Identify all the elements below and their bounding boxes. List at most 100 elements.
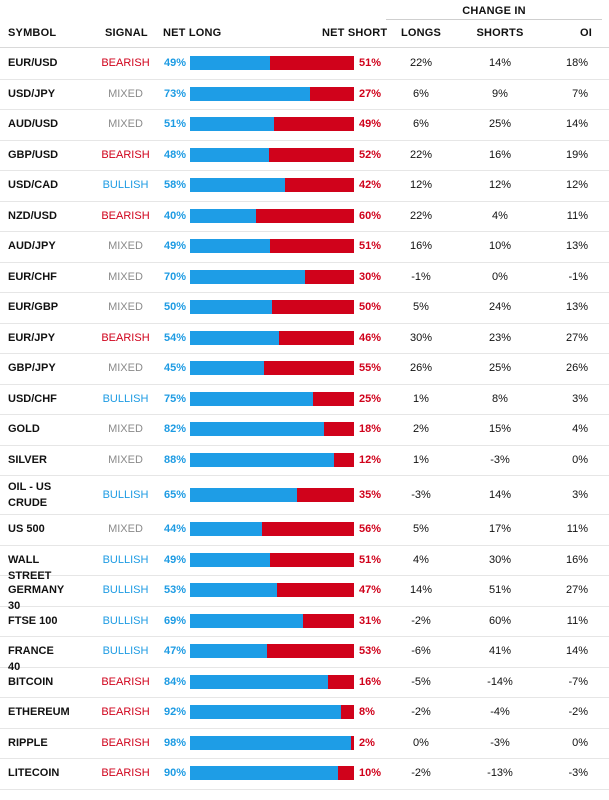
symbol-link[interactable]: AUD/USD bbox=[8, 118, 59, 131]
symbol-link[interactable]: SILVER bbox=[8, 453, 47, 466]
header-oi[interactable]: OI bbox=[579, 27, 592, 39]
net-long-fill bbox=[190, 147, 269, 162]
table-row[interactable]: WALL STREET BULLISH 49% 51% 4% 30% 16% bbox=[0, 545, 609, 582]
symbol-link[interactable]: EUR/GBP bbox=[8, 301, 59, 314]
table-row[interactable]: EUR/JPY BEARISH 54% 46% 30% 23% 27% bbox=[0, 323, 609, 354]
symbol-link[interactable]: NZD/USD bbox=[8, 209, 57, 222]
net-long-fill bbox=[190, 361, 264, 376]
net-long-value: 65% bbox=[163, 488, 186, 501]
net-long-fill bbox=[190, 300, 272, 315]
symbol-link[interactable]: LITECOIN bbox=[8, 767, 60, 780]
table-row[interactable]: NZD/USD BEARISH 40% 60% 22% 4% 11% bbox=[0, 201, 609, 232]
table-row[interactable]: ETHEREUM BEARISH 92% 8% -2% -4% -2% bbox=[0, 697, 609, 729]
table-row[interactable]: OIL - US CRUDE BULLISH 65% 35% -3% 14% 3% bbox=[0, 475, 609, 515]
change-shorts-value: 8% bbox=[492, 392, 508, 405]
sentiment-bar bbox=[190, 117, 354, 132]
change-shorts-value: 30% bbox=[488, 553, 512, 566]
change-oi-value: 12% bbox=[565, 179, 588, 192]
net-long-fill bbox=[190, 208, 256, 223]
table-row[interactable]: EUR/USD BEARISH 49% 51% 22% 14% 18% bbox=[0, 48, 609, 80]
table-row[interactable]: USD/CHF BULLISH 75% 25% 1% 8% 3% bbox=[0, 384, 609, 415]
net-short-value: 50% bbox=[359, 301, 382, 314]
net-long-value: 82% bbox=[163, 423, 186, 436]
sentiment-bar bbox=[190, 552, 354, 567]
net-long-fill bbox=[190, 583, 277, 598]
table-row[interactable]: FTSE 100 BULLISH 69% 31% -2% 60% 11% bbox=[0, 606, 609, 637]
header-symbol[interactable]: SYMBOL bbox=[8, 27, 57, 39]
net-short-value: 46% bbox=[359, 331, 382, 344]
net-long-value: 69% bbox=[163, 614, 186, 627]
symbol-link[interactable]: US 500 bbox=[8, 523, 45, 536]
header-longs[interactable]: LONGS bbox=[400, 27, 442, 39]
table-row[interactable]: SILVER MIXED 88% 12% 1% -3% 0% bbox=[0, 445, 609, 476]
symbol-link[interactable]: EUR/CHF bbox=[8, 270, 57, 283]
net-short-value: 51% bbox=[359, 553, 382, 566]
change-longs-value: 30% bbox=[409, 331, 433, 344]
symbol-link[interactable]: EUR/JPY bbox=[8, 331, 56, 344]
net-long-fill bbox=[190, 487, 297, 502]
net-long-fill bbox=[190, 56, 271, 71]
header-net-long[interactable]: NET LONG bbox=[163, 27, 222, 39]
signal-label: MIXED bbox=[108, 423, 143, 436]
net-short-value: 55% bbox=[359, 362, 382, 375]
change-shorts-value: 25% bbox=[488, 362, 512, 375]
net-long-value: 70% bbox=[163, 270, 186, 283]
signal-label: BULLISH bbox=[102, 488, 149, 501]
symbol-link[interactable]: ETHEREUM bbox=[8, 706, 70, 719]
sentiment-bar bbox=[190, 452, 354, 467]
change-oi-value: 11% bbox=[566, 523, 588, 536]
symbol-link[interactable]: GBP/JPY bbox=[8, 362, 56, 375]
symbol-link[interactable]: OIL - US CRUDE bbox=[8, 480, 52, 509]
table-row[interactable]: US 500 MIXED 44% 56% 5% 17% 11% bbox=[0, 514, 609, 546]
header-shorts[interactable]: SHORTS bbox=[476, 27, 524, 39]
symbol-link[interactable]: FTSE 100 bbox=[8, 614, 58, 627]
table-row[interactable]: LITECOIN BEARISH 90% 10% -2% -13% -3% bbox=[0, 758, 609, 790]
table-row[interactable]: GBP/JPY MIXED 45% 55% 26% 25% 26% bbox=[0, 353, 609, 385]
table-row[interactable]: EUR/CHF MIXED 70% 30% -1% 0% -1% bbox=[0, 262, 609, 293]
symbol-link[interactable]: EUR/USD bbox=[8, 57, 58, 70]
symbol-link[interactable]: FRANCE 40 bbox=[8, 645, 54, 674]
change-shorts-value: 23% bbox=[488, 331, 512, 344]
table-row[interactable]: USD/CAD BULLISH 58% 42% 12% 12% 12% bbox=[0, 170, 609, 202]
net-long-fill bbox=[190, 705, 341, 720]
sentiment-bar bbox=[190, 86, 354, 101]
net-short-value: 16% bbox=[359, 675, 382, 688]
symbol-link[interactable]: GERMANY 30 bbox=[8, 584, 65, 613]
table-row[interactable]: GOLD MIXED 82% 18% 2% 15% 4% bbox=[0, 414, 609, 446]
sentiment-bar bbox=[190, 735, 354, 750]
net-long-fill bbox=[190, 86, 310, 101]
table-row[interactable]: AUD/JPY MIXED 49% 51% 16% 10% 13% bbox=[0, 231, 609, 263]
table-row[interactable]: EUR/GBP MIXED 50% 50% 5% 24% 13% bbox=[0, 292, 609, 324]
table-row[interactable]: USD/JPY MIXED 73% 27% 6% 9% 7% bbox=[0, 79, 609, 110]
symbol-link[interactable]: RIPPLE bbox=[8, 736, 48, 749]
signal-label: BEARISH bbox=[101, 736, 150, 749]
table-row[interactable]: AUD/USD MIXED 51% 49% 6% 25% 14% bbox=[0, 109, 609, 141]
symbol-link[interactable]: USD/CAD bbox=[8, 179, 59, 192]
table-row[interactable]: BITCOIN BEARISH 84% 16% -5% -14% -7% bbox=[0, 667, 609, 698]
symbol-link[interactable]: BITCOIN bbox=[8, 675, 54, 688]
change-shorts-value: 15% bbox=[488, 423, 512, 436]
header-signal[interactable]: SIGNAL bbox=[105, 27, 148, 39]
header-net-short[interactable]: NET SHORT bbox=[322, 27, 388, 39]
change-shorts-value: 17% bbox=[488, 523, 512, 536]
table-row[interactable]: FRANCE 40 BULLISH 47% 53% -6% 41% 14% bbox=[0, 636, 609, 673]
table-row[interactable]: RIPPLE BEARISH 98% 2% 0% -3% 0% bbox=[0, 728, 609, 759]
signal-label: BEARISH bbox=[101, 706, 150, 719]
symbol-link[interactable]: WALL STREET bbox=[8, 553, 52, 582]
change-oi-value: 3% bbox=[572, 392, 588, 405]
change-oi-value: -1% bbox=[568, 270, 588, 283]
change-oi-value: 27% bbox=[565, 331, 588, 344]
symbol-link[interactable]: USD/CHF bbox=[8, 392, 57, 405]
symbol-link[interactable]: USD/JPY bbox=[8, 87, 56, 100]
symbol-link[interactable]: AUD/JPY bbox=[8, 240, 56, 253]
net-long-value: 58% bbox=[163, 179, 186, 192]
net-short-value: 60% bbox=[359, 209, 382, 222]
change-oi-value: 26% bbox=[565, 362, 588, 375]
symbol-link[interactable]: GOLD bbox=[8, 423, 40, 436]
table-header-row: SYMBOL SIGNAL NET LONG NET SHORT LONGS S… bbox=[0, 19, 609, 48]
change-longs-value: 4% bbox=[413, 553, 429, 566]
table-row[interactable]: GBP/USD BEARISH 48% 52% 22% 16% 19% bbox=[0, 140, 609, 171]
symbol-link[interactable]: GBP/USD bbox=[8, 148, 59, 161]
signal-label: BULLISH bbox=[102, 584, 149, 597]
table-row[interactable]: GERMANY 30 BULLISH 53% 47% 14% 51% 27% bbox=[0, 575, 609, 612]
